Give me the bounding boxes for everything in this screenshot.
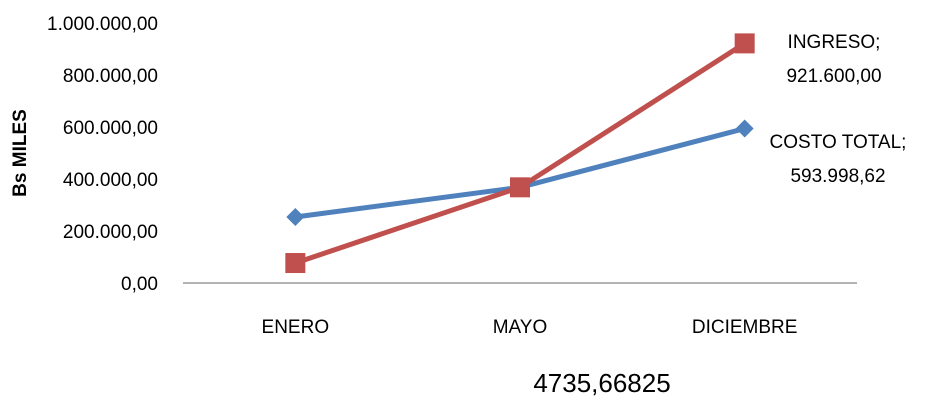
data-label-ingreso-value: 921.600,00 <box>786 66 881 87</box>
footer-value: 4735,66825 <box>533 368 670 398</box>
data-labels: INGRESO; 921.600,00 COSTO TOTAL; 593.998,62 <box>770 32 907 187</box>
x-tick-label: DICIEMBRE <box>692 317 798 338</box>
y-axis-title: Bs MILES <box>10 109 31 197</box>
y-tick-label: 800.000,00 <box>63 66 158 87</box>
series-ingreso <box>285 33 755 274</box>
data-point-ingreso-diciembre <box>734 33 755 54</box>
data-label-costo-total-value: 593.998,62 <box>790 166 885 187</box>
series-costo-total <box>286 119 754 226</box>
y-tick-label: 600.000,00 <box>63 118 158 139</box>
data-point-ingreso-mayo <box>510 177 530 198</box>
y-tick-label: 200.000,00 <box>63 222 158 243</box>
y-tick-label: 0,00 <box>121 274 158 295</box>
data-label-costo-total-name: COSTO TOTAL; <box>770 132 907 153</box>
y-tick-label: 400.000,00 <box>63 170 158 191</box>
y-axis-ticks: 0,00 200.000,00 400.000,00 600.000,00 800.00… <box>47 14 158 295</box>
series-line-costo-total <box>292 126 748 220</box>
y-tick-label: 1.000.000,00 <box>47 14 158 35</box>
series-line-ingreso <box>292 40 748 266</box>
series-layer <box>285 33 755 274</box>
data-point-ingreso-enero <box>285 253 306 274</box>
x-tick-label: ENERO <box>262 317 330 338</box>
x-axis-ticks: ENERO MAYO DICIEMBRE <box>262 317 798 338</box>
data-point-costo-total-enero <box>286 207 305 226</box>
data-label-ingreso-name: INGRESO; <box>788 32 881 53</box>
x-tick-label: MAYO <box>493 317 548 338</box>
data-point-costo-total-diciembre <box>735 119 754 138</box>
